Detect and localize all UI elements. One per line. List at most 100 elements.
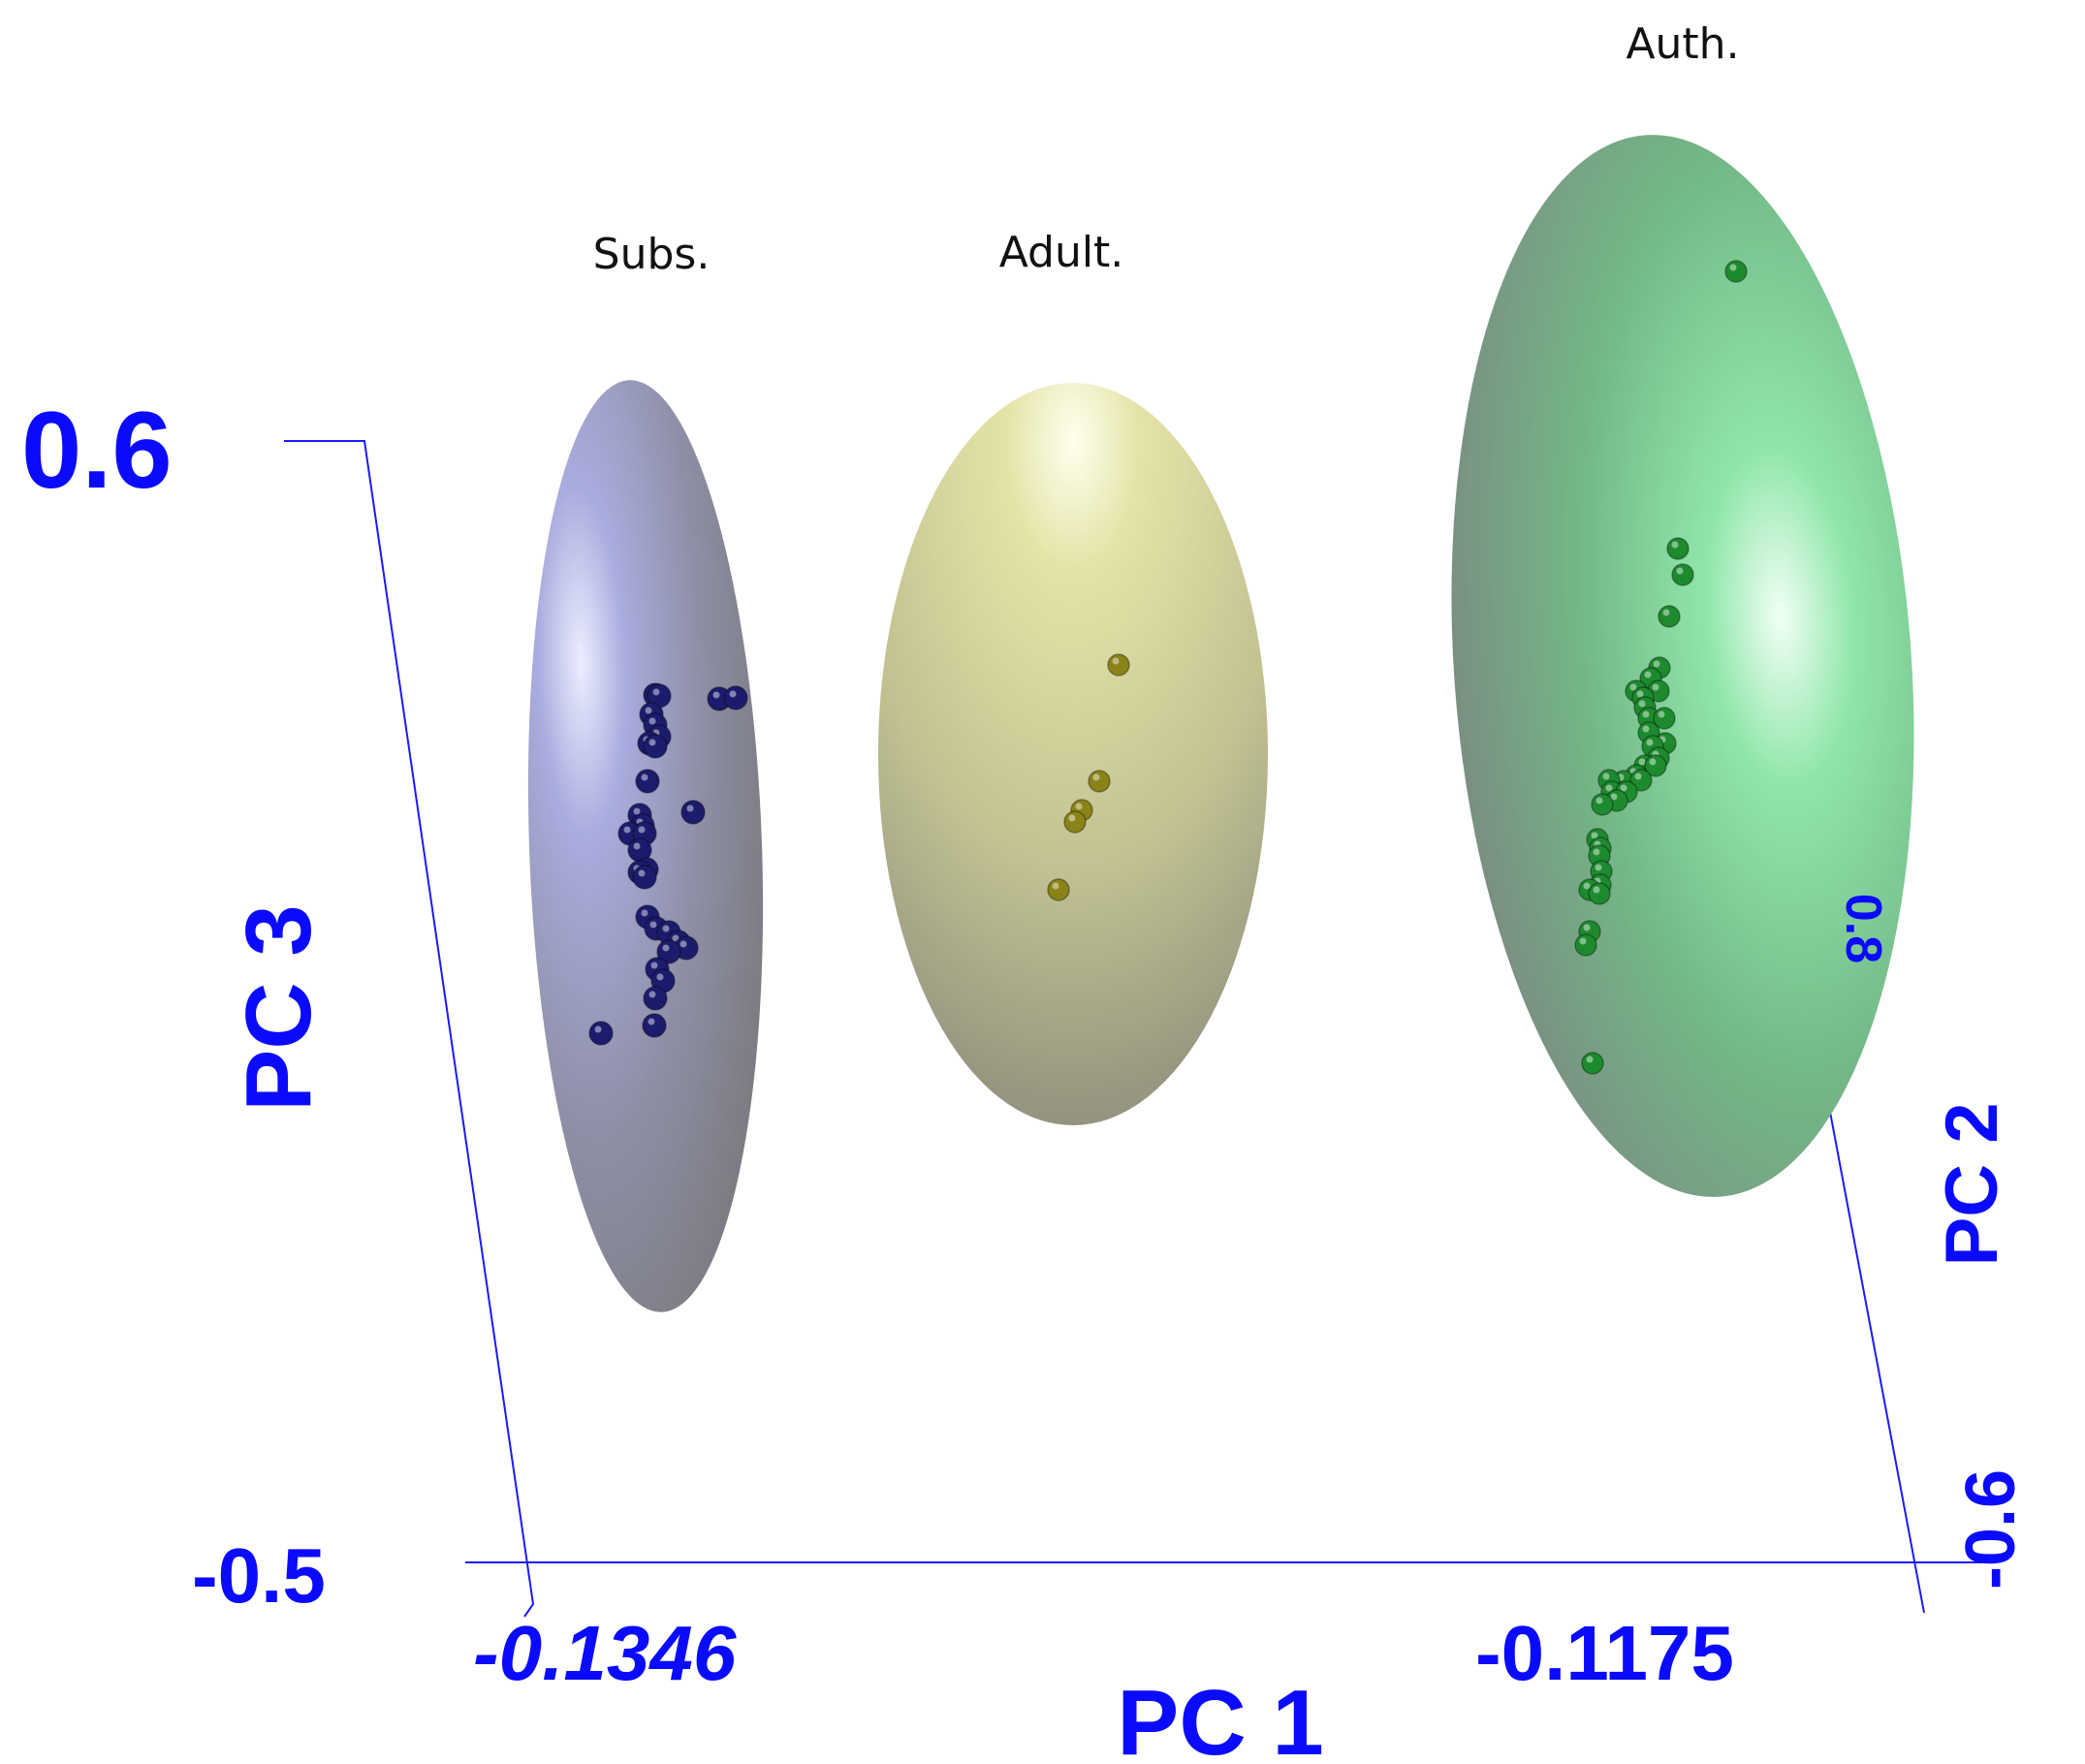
point-highlight <box>648 717 656 725</box>
point-auth-18 <box>1644 754 1667 777</box>
point-highlight <box>1644 671 1652 678</box>
point-highlight <box>650 961 658 969</box>
point-highlight <box>638 826 646 834</box>
point-highlight <box>729 690 737 698</box>
ellipses <box>527 135 1914 1312</box>
point-auth-4 <box>1658 605 1681 628</box>
point-highlight <box>1586 1055 1594 1063</box>
point-highlight <box>1638 758 1646 766</box>
z-axis-label: PC 3 <box>227 904 331 1111</box>
point-highlight <box>623 826 631 834</box>
point-highlight <box>1112 657 1120 665</box>
point-highlight <box>641 773 648 781</box>
point-highlight <box>1075 803 1083 810</box>
z-tick-top: 0.6 <box>21 390 173 511</box>
point-auth-26 <box>1591 793 1614 816</box>
point-auth-1 <box>1724 260 1748 283</box>
point-highlight <box>679 940 687 948</box>
y-tick-bottom: -0.6 <box>1952 1469 2030 1590</box>
point-auth-2 <box>1666 537 1690 560</box>
point-adult-4 <box>1063 810 1087 834</box>
point-highlight <box>1583 924 1591 931</box>
point-subs-19 <box>632 865 657 890</box>
point-highlight <box>1642 710 1650 718</box>
x-tick-right: -0.1175 <box>1475 1610 1734 1696</box>
point-highlight <box>1610 793 1618 801</box>
point-subs-7 <box>643 734 668 759</box>
point-subs-10 <box>723 685 748 710</box>
ellipse-auth <box>1451 135 1914 1197</box>
point-highlight <box>1595 797 1603 804</box>
point-highlight <box>1583 882 1591 890</box>
point-highlight <box>1646 739 1654 746</box>
point-highlight <box>1595 864 1602 871</box>
point-highlight <box>648 991 656 998</box>
point-adult-5 <box>1047 878 1070 901</box>
point-highlight <box>1068 814 1076 822</box>
point-auth-12 <box>1653 707 1676 730</box>
x-axis-label: PC 1 <box>1117 1671 1323 1764</box>
point-highlight <box>662 925 670 932</box>
point-highlight <box>1729 264 1737 271</box>
point-highlight <box>1620 784 1627 792</box>
point-highlight <box>1634 772 1642 780</box>
point-auth-35 <box>1574 933 1597 957</box>
point-highlight <box>652 688 660 696</box>
group-label-auth: Auth. <box>1626 19 1739 69</box>
point-highlight <box>638 869 646 877</box>
point-highlight <box>712 691 720 699</box>
point-highlight <box>1593 886 1600 894</box>
point-highlight <box>1642 725 1650 733</box>
point-highlight <box>1092 773 1100 781</box>
point-highlight <box>594 1025 602 1033</box>
point-highlight <box>1652 683 1659 691</box>
point-auth-21 <box>1629 769 1653 792</box>
point-highlight <box>641 909 648 917</box>
group-label-subs: Subs. <box>593 230 711 279</box>
point-highlight <box>1649 758 1657 766</box>
point-highlight <box>656 973 664 981</box>
point-highlight <box>1629 683 1637 691</box>
point-highlight <box>1579 937 1587 945</box>
point-highlight <box>662 944 670 952</box>
point-highlight <box>1676 567 1684 575</box>
group-label-adult: Adult. <box>999 228 1124 277</box>
z-tick-bottom: -0.5 <box>192 1532 326 1619</box>
point-highlight <box>1605 784 1613 792</box>
point-highlight <box>645 707 652 714</box>
point-highlight <box>649 921 657 929</box>
point-subs-28 <box>643 986 668 1011</box>
point-auth-3 <box>1671 563 1694 586</box>
point-highlight <box>633 807 641 815</box>
point-subs-11 <box>680 800 706 825</box>
point-subs-8 <box>635 769 660 794</box>
point-highlight <box>1662 609 1670 616</box>
point-subs-29 <box>642 1013 667 1038</box>
point-highlight <box>672 934 679 942</box>
x-tick-left: -0.1346 <box>473 1610 737 1696</box>
point-adult-2 <box>1088 770 1111 793</box>
point-auth-33 <box>1588 882 1611 905</box>
point-highlight <box>648 1018 655 1025</box>
y-tick-top: 0.8 <box>1835 894 1891 963</box>
point-highlight <box>1052 882 1059 890</box>
point-highlight <box>1658 710 1665 718</box>
point-highlight <box>648 739 656 746</box>
point-highlight <box>1593 848 1600 856</box>
point-highlight <box>1653 660 1660 668</box>
ellipse-adult <box>878 383 1268 1125</box>
y-axis-label: PC 2 <box>1931 1103 2013 1267</box>
point-highlight <box>1591 832 1598 839</box>
point-adult-1 <box>1107 653 1130 677</box>
point-highlight <box>686 804 694 812</box>
point-subs-25 <box>656 939 681 964</box>
point-highlight <box>1602 772 1610 780</box>
point-highlight <box>1638 700 1646 708</box>
point-highlight <box>633 842 641 850</box>
data-points <box>588 260 1748 1075</box>
point-highlight <box>1671 541 1679 549</box>
point-highlight <box>1636 690 1644 698</box>
point-subs-30 <box>588 1021 614 1046</box>
group-labels: Subs. Adult. Auth. <box>593 19 1740 279</box>
